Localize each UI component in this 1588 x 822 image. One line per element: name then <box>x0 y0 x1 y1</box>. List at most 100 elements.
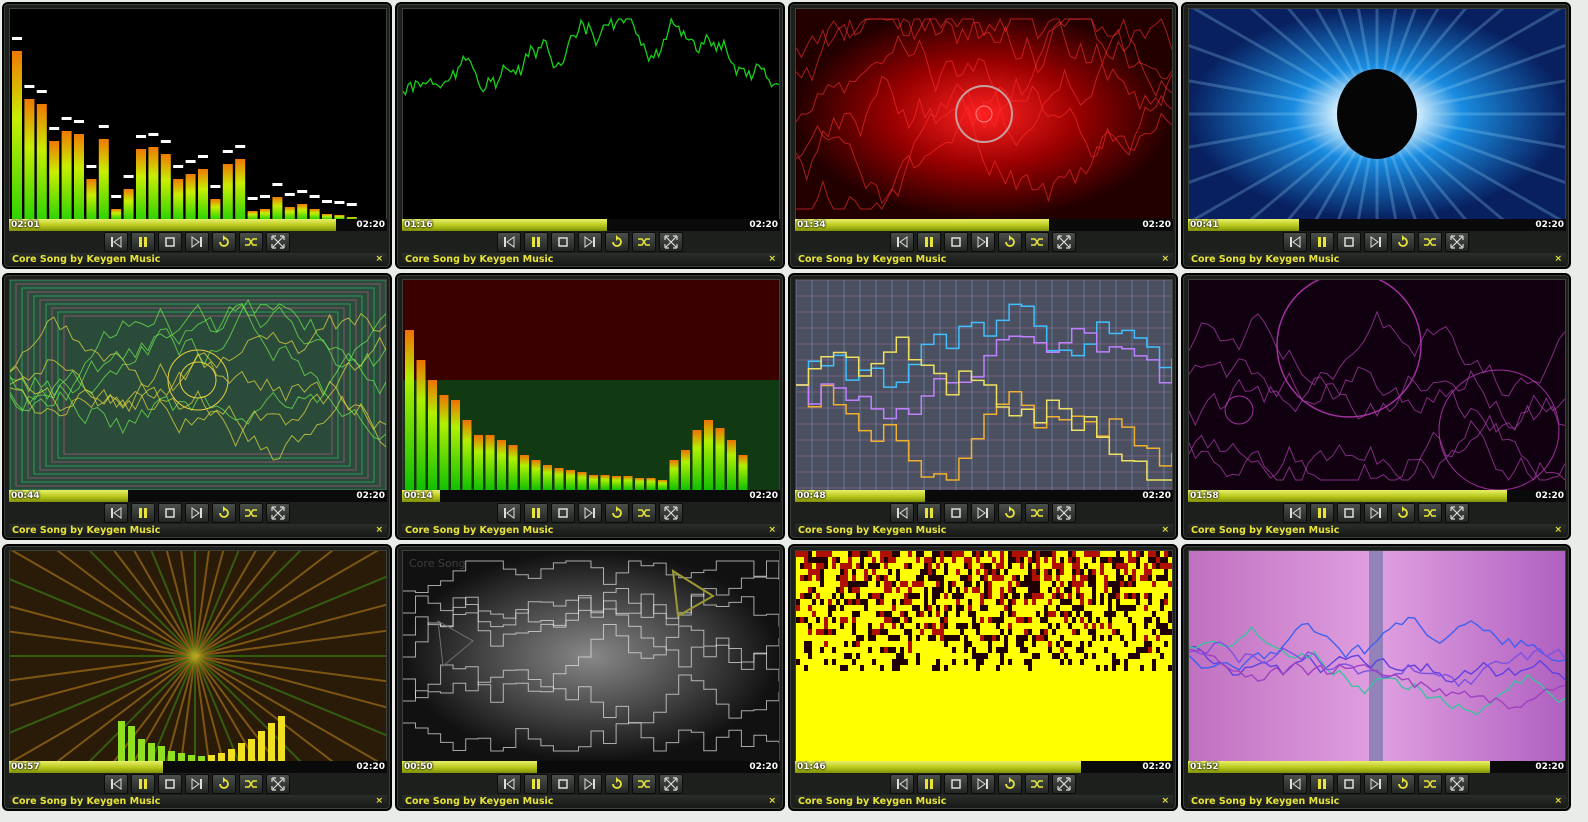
player-window[interactable]: 01:46 02:20 Core Song by Keygen Music × <box>788 544 1178 811</box>
close-button[interactable]: × <box>1554 254 1562 264</box>
fullscreen-button[interactable] <box>659 232 683 252</box>
visualizer-screen[interactable] <box>9 279 387 491</box>
previous-button[interactable] <box>890 774 914 794</box>
repeat-button[interactable] <box>998 774 1022 794</box>
visualizer-screen[interactable] <box>9 8 387 220</box>
visualizer-screen[interactable] <box>402 279 780 491</box>
next-button[interactable] <box>971 774 995 794</box>
player-window[interactable]: Core Song 00:50 02:20 Core Song by Keyge… <box>395 544 785 811</box>
seek-bar[interactable]: 01:16 02:20 <box>402 219 780 231</box>
stop-button[interactable] <box>551 503 575 523</box>
shuffle-button[interactable] <box>239 503 263 523</box>
stop-button[interactable] <box>551 774 575 794</box>
previous-button[interactable] <box>1283 774 1307 794</box>
next-button[interactable] <box>185 503 209 523</box>
player-window[interactable]: 00:44 02:20 Core Song by Keygen Music × <box>2 273 392 540</box>
close-button[interactable]: × <box>1161 254 1169 264</box>
stop-button[interactable] <box>1337 503 1361 523</box>
pause-button[interactable] <box>131 232 155 252</box>
stop-button[interactable] <box>551 232 575 252</box>
visualizer-screen[interactable]: Core Song <box>402 550 780 762</box>
previous-button[interactable] <box>497 503 521 523</box>
visualizer-screen[interactable] <box>795 8 1173 220</box>
player-window[interactable]: 00:14 02:20 Core Song by Keygen Music × <box>395 273 785 540</box>
player-window[interactable]: 00:57 02:20 Core Song by Keygen Music × <box>2 544 392 811</box>
repeat-button[interactable] <box>605 503 629 523</box>
next-button[interactable] <box>1364 503 1388 523</box>
previous-button[interactable] <box>104 232 128 252</box>
previous-button[interactable] <box>497 232 521 252</box>
shuffle-button[interactable] <box>1025 774 1049 794</box>
next-button[interactable] <box>185 232 209 252</box>
seek-bar[interactable]: 01:52 02:20 <box>1188 761 1566 773</box>
shuffle-button[interactable] <box>1025 232 1049 252</box>
fullscreen-button[interactable] <box>266 774 290 794</box>
seek-bar[interactable]: 00:50 02:20 <box>402 761 780 773</box>
repeat-button[interactable] <box>605 774 629 794</box>
shuffle-button[interactable] <box>632 232 656 252</box>
seek-bar[interactable]: 00:48 02:20 <box>795 490 1173 502</box>
next-button[interactable] <box>578 774 602 794</box>
stop-button[interactable] <box>944 774 968 794</box>
next-button[interactable] <box>1364 774 1388 794</box>
fullscreen-button[interactable] <box>1052 503 1076 523</box>
previous-button[interactable] <box>1283 232 1307 252</box>
pause-button[interactable] <box>524 232 548 252</box>
seek-bar[interactable]: 00:14 02:20 <box>402 490 780 502</box>
seek-bar[interactable]: 01:34 02:20 <box>795 219 1173 231</box>
close-button[interactable]: × <box>1161 796 1169 806</box>
player-window[interactable]: 00:41 02:20 Core Song by Keygen Music × <box>1181 2 1571 269</box>
previous-button[interactable] <box>104 774 128 794</box>
close-button[interactable]: × <box>768 254 776 264</box>
shuffle-button[interactable] <box>1025 503 1049 523</box>
pause-button[interactable] <box>1310 503 1334 523</box>
player-window[interactable]: 01:16 02:20 Core Song by Keygen Music × <box>395 2 785 269</box>
seek-bar[interactable]: 00:57 02:20 <box>9 761 387 773</box>
stop-button[interactable] <box>944 232 968 252</box>
previous-button[interactable] <box>104 503 128 523</box>
fullscreen-button[interactable] <box>266 232 290 252</box>
stop-button[interactable] <box>1337 232 1361 252</box>
shuffle-button[interactable] <box>1418 232 1442 252</box>
repeat-button[interactable] <box>1391 232 1415 252</box>
visualizer-screen[interactable] <box>1188 8 1566 220</box>
next-button[interactable] <box>1364 232 1388 252</box>
stop-button[interactable] <box>944 503 968 523</box>
close-button[interactable]: × <box>1161 525 1169 535</box>
close-button[interactable]: × <box>375 254 383 264</box>
next-button[interactable] <box>971 232 995 252</box>
pause-button[interactable] <box>524 774 548 794</box>
visualizer-screen[interactable] <box>402 8 780 220</box>
repeat-button[interactable] <box>212 774 236 794</box>
close-button[interactable]: × <box>375 525 383 535</box>
pause-button[interactable] <box>917 774 941 794</box>
repeat-button[interactable] <box>605 232 629 252</box>
pause-button[interactable] <box>1310 774 1334 794</box>
stop-button[interactable] <box>158 232 182 252</box>
repeat-button[interactable] <box>212 232 236 252</box>
stop-button[interactable] <box>1337 774 1361 794</box>
pause-button[interactable] <box>917 232 941 252</box>
seek-bar[interactable]: 00:44 02:20 <box>9 490 387 502</box>
fullscreen-button[interactable] <box>1445 503 1469 523</box>
visualizer-screen[interactable] <box>1188 550 1566 762</box>
close-button[interactable]: × <box>375 796 383 806</box>
fullscreen-button[interactable] <box>1445 232 1469 252</box>
pause-button[interactable] <box>131 774 155 794</box>
pause-button[interactable] <box>1310 232 1334 252</box>
previous-button[interactable] <box>1283 503 1307 523</box>
previous-button[interactable] <box>890 503 914 523</box>
next-button[interactable] <box>578 232 602 252</box>
visualizer-screen[interactable] <box>1188 279 1566 491</box>
fullscreen-button[interactable] <box>659 503 683 523</box>
next-button[interactable] <box>185 774 209 794</box>
visualizer-screen[interactable] <box>795 550 1173 762</box>
shuffle-button[interactable] <box>632 774 656 794</box>
previous-button[interactable] <box>890 232 914 252</box>
repeat-button[interactable] <box>1391 503 1415 523</box>
shuffle-button[interactable] <box>632 503 656 523</box>
shuffle-button[interactable] <box>1418 774 1442 794</box>
player-window[interactable]: 02:01 02:20 Core Song by Keygen Music × <box>2 2 392 269</box>
close-button[interactable]: × <box>1554 525 1562 535</box>
stop-button[interactable] <box>158 774 182 794</box>
